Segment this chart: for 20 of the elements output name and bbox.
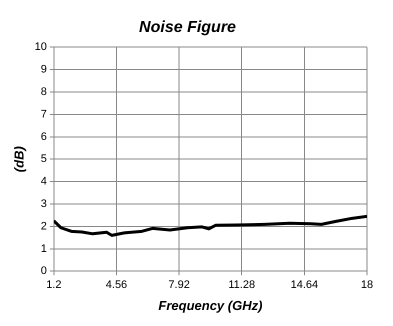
x-axis-title: Frequency (GHz) <box>158 298 262 313</box>
y-tick-label: 9 <box>40 64 47 76</box>
x-tick-label: 11.28 <box>228 278 256 291</box>
y-tick-label: 6 <box>40 130 47 143</box>
x-tick-label: 4.56 <box>106 278 128 291</box>
x-tick-label: 14.64 <box>290 278 318 291</box>
x-tick-label: 1.2 <box>46 278 62 291</box>
y-tick-label: 7 <box>40 108 47 120</box>
x-tick-label: 7.92 <box>168 278 190 291</box>
y-tick-label: 2 <box>40 220 47 232</box>
y-tick-label: 1 <box>40 242 47 255</box>
y-tick-label: 5 <box>40 153 47 166</box>
y-tick-label: 10 <box>34 41 47 54</box>
y-tick-label: 4 <box>40 176 47 188</box>
chart-title: Noise Figure <box>139 19 236 36</box>
y-tick-label: 3 <box>40 198 47 210</box>
y-axis-title: (dB) <box>11 146 26 172</box>
y-tick-label: 8 <box>40 86 47 98</box>
y-tick-label: 0 <box>40 265 47 278</box>
x-tick-label: 18 <box>360 278 374 291</box>
